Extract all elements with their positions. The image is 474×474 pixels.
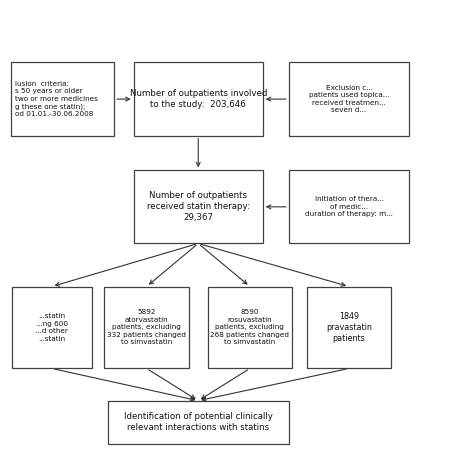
Bar (289, 170, 410, 244)
Text: lusion  criteria:
s 50 years or older
two or more medicines
g these one statin);: lusion criteria: s 50 years or older two… (15, 81, 98, 118)
Text: Initiation of thera...
of medic...
duration of therapy: m...: Initiation of thera... of medic... durat… (305, 196, 393, 218)
Bar (208, 287, 292, 368)
Text: Number of outpatients
received statin therapy:
29,367: Number of outpatients received statin th… (147, 191, 250, 222)
Bar (12, 287, 91, 368)
Bar (11, 63, 114, 136)
Bar (104, 287, 189, 368)
Text: Identification of potential clinically
relevant interactions with statins: Identification of potential clinically r… (124, 412, 273, 432)
Text: Number of outpatients involved
to the study:  203,646: Number of outpatients involved to the st… (129, 89, 267, 109)
Bar (134, 170, 263, 244)
Text: 5892
atorvastatin
patients, excluding
332 patients changed
to simvastatin: 5892 atorvastatin patients, excluding 33… (107, 310, 186, 346)
Text: 1849
pravastatin
patients: 1849 pravastatin patients (326, 312, 372, 343)
Bar (108, 401, 289, 444)
Bar (307, 287, 391, 368)
Text: 8590
rosuvastatin
patients, excluding
268 patients changed
to simvastatin: 8590 rosuvastatin patients, excluding 26… (210, 310, 290, 346)
Text: ...statin
...ng 600
...d other
...statin: ...statin ...ng 600 ...d other ...statin (35, 313, 68, 342)
Bar (289, 63, 410, 136)
Text: Exclusion c...
patients used topica...
received treatmen...
seven d...: Exclusion c... patients used topica... r… (309, 85, 389, 113)
Bar (134, 63, 263, 136)
